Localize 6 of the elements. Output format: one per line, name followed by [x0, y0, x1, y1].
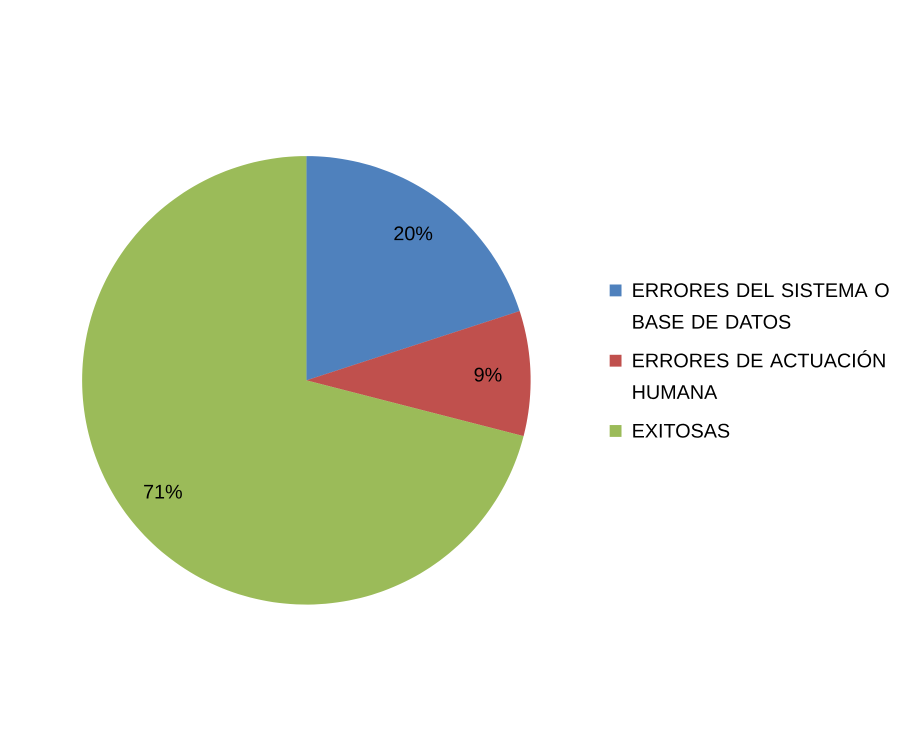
data-label: 9%: [474, 368, 502, 382]
data-label: 20%: [394, 226, 432, 240]
legend-label: ERRORES DEL SISTEMA O BASE DE DATOS: [633, 283, 889, 329]
legend-label: ERRORES DE ACTUACIÓN HUMANA: [633, 350, 885, 400]
data-label: 71%: [144, 484, 182, 499]
legend-label: EXITOSAS: [633, 424, 730, 438]
